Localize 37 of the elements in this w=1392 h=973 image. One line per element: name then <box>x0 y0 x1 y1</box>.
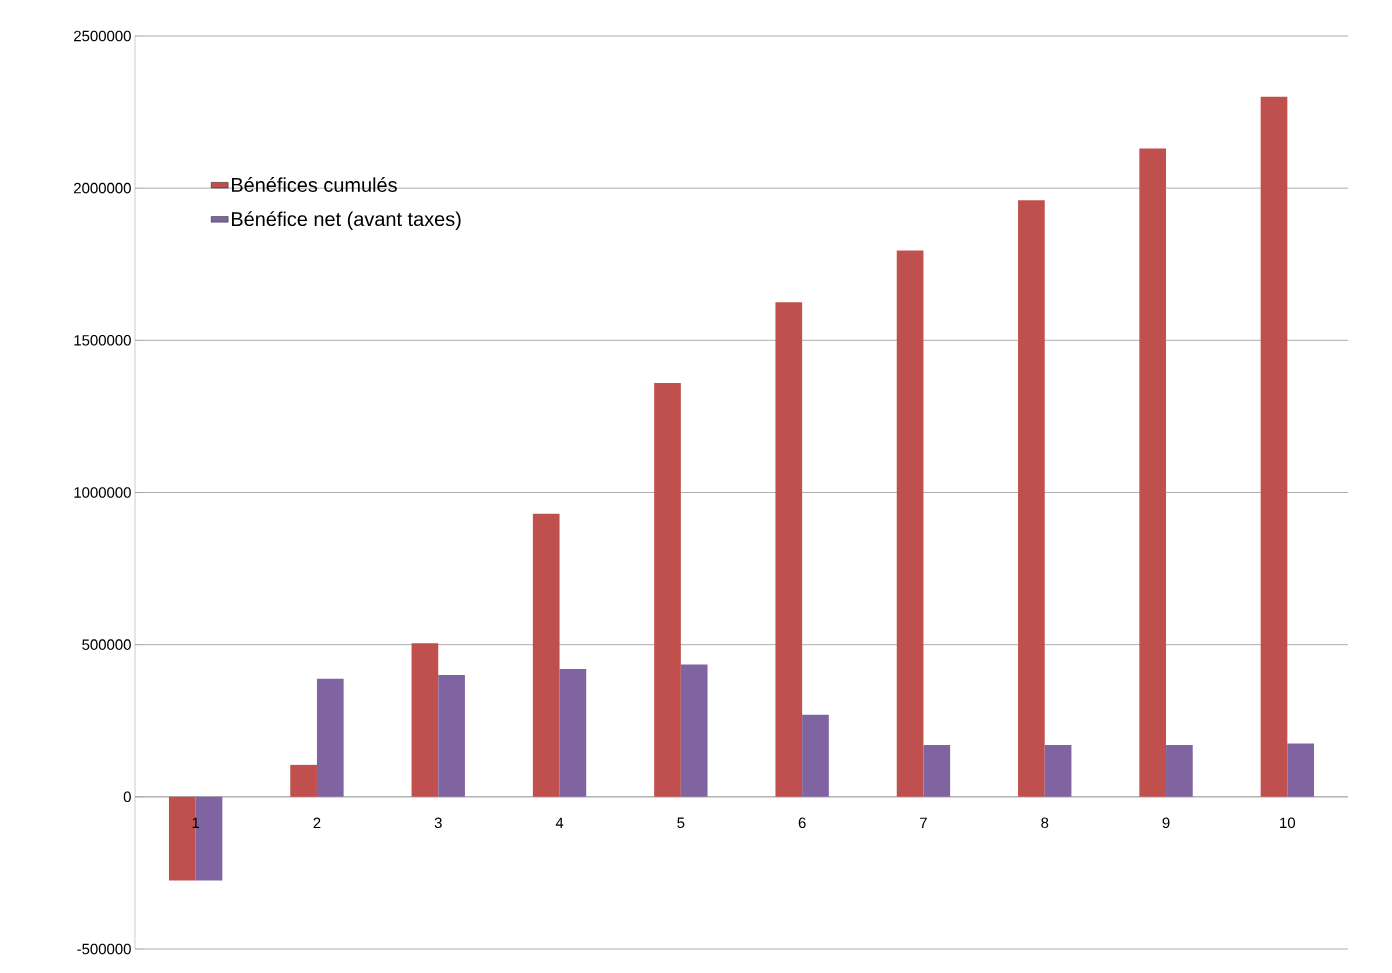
bar <box>532 513 560 797</box>
y-tick-label: -500000 <box>77 943 131 955</box>
bar <box>1139 148 1167 797</box>
bar <box>923 745 951 797</box>
bar <box>1287 743 1315 797</box>
y-tick-label: 1000000 <box>74 487 131 498</box>
x-tick-label: 1 <box>192 817 200 828</box>
bar <box>654 382 681 797</box>
x-tick-label: 9 <box>1162 817 1170 829</box>
x-tick-label: 8 <box>1041 817 1049 829</box>
bar <box>559 669 587 797</box>
x-tick-label: 3 <box>434 817 442 829</box>
bar <box>290 764 317 797</box>
y-tick-label: 500000 <box>82 639 131 650</box>
bar <box>1166 745 1193 797</box>
x-tick-label: 4 <box>555 817 564 828</box>
bar <box>896 250 924 797</box>
bar <box>802 714 829 797</box>
x-tick-label: 2 <box>313 817 321 829</box>
bar <box>438 675 465 797</box>
legend-label: Bénéfices cumulés <box>232 177 397 192</box>
bar <box>1018 200 1045 797</box>
x-tick-label: 10 <box>1280 817 1296 829</box>
legend-label: Bénéfice net (avant taxes) <box>232 211 461 231</box>
bar <box>775 302 803 797</box>
bar <box>1260 96 1288 797</box>
x-tick-label: 5 <box>677 817 685 829</box>
y-tick-label: 2500000 <box>74 30 131 42</box>
y-tick-label: 2000000 <box>74 182 131 194</box>
y-tick-label: 0 <box>123 791 131 803</box>
x-tick-label: 6 <box>798 817 806 829</box>
bar <box>680 664 708 797</box>
bar <box>1044 745 1072 797</box>
bar <box>316 678 344 797</box>
x-tick-label: 7 <box>920 817 927 828</box>
bar <box>411 643 439 797</box>
y-tick-label: 1500000 <box>74 335 131 346</box>
